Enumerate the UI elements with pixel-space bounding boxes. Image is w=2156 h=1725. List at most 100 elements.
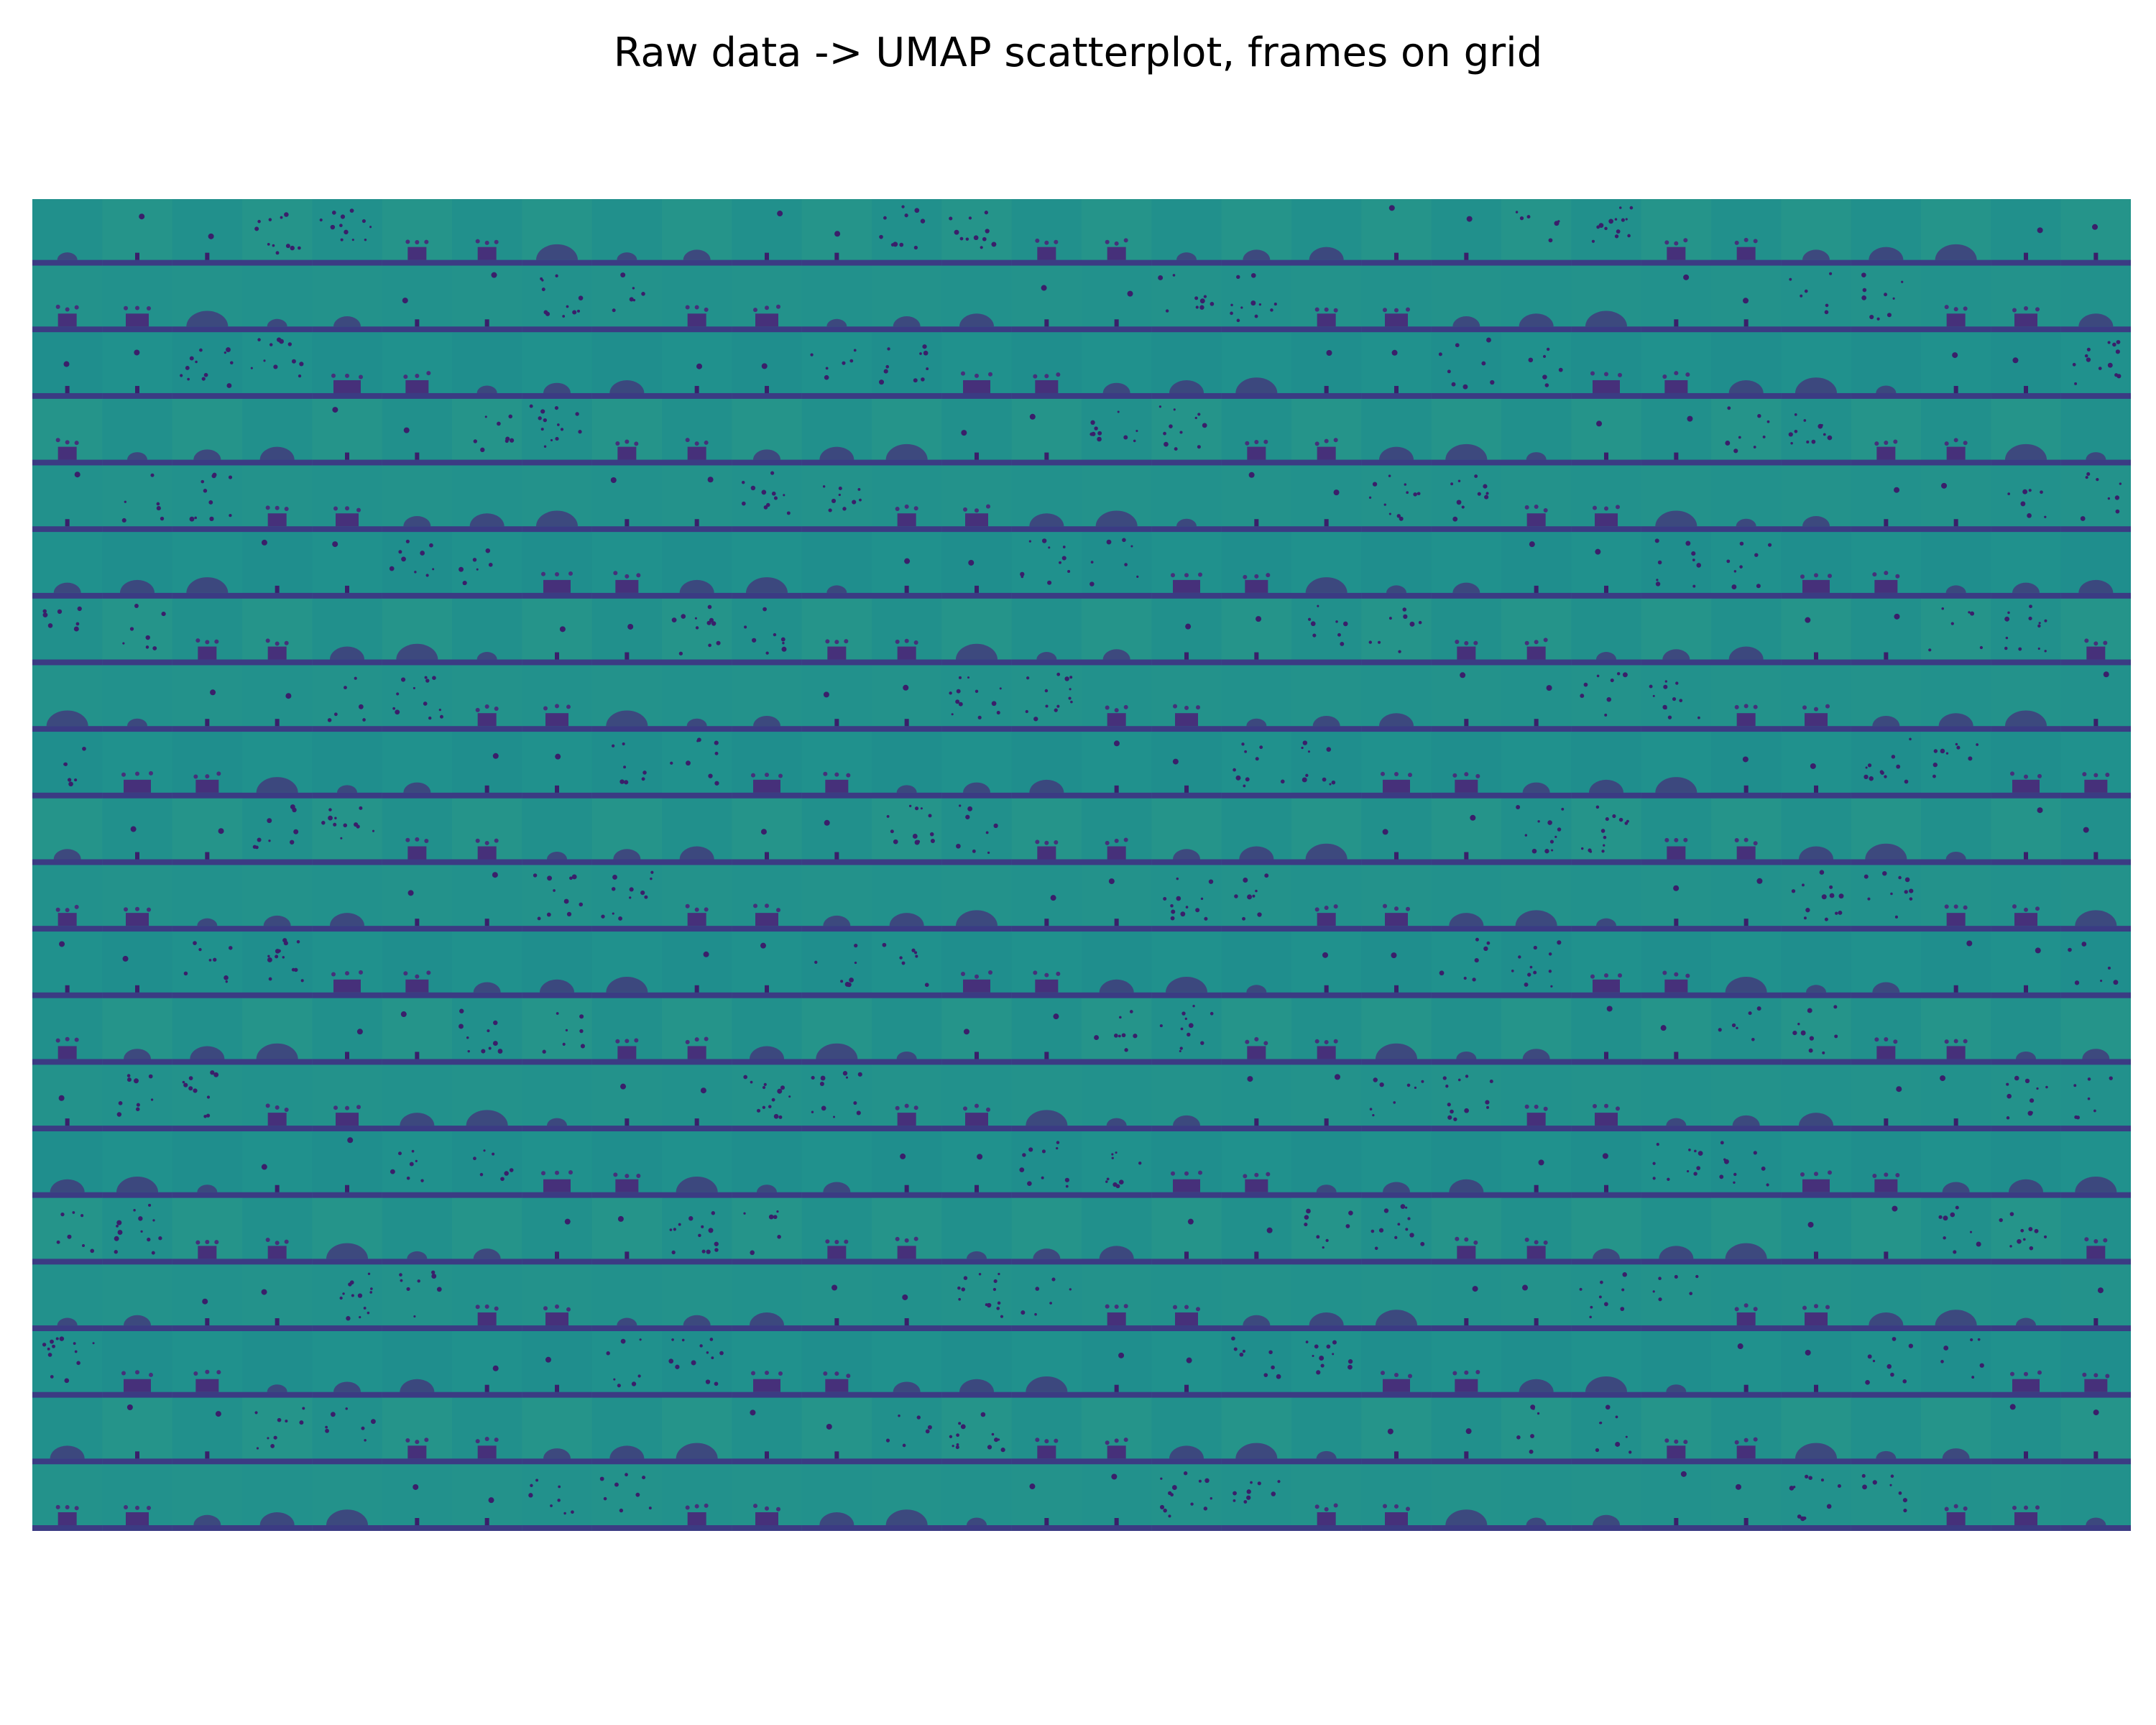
- frame-thumbnail: [102, 1064, 173, 1132]
- frame-thumbnail: [312, 865, 383, 932]
- frame-thumbnail: [1221, 1464, 1292, 1531]
- frame-thumbnail: [1571, 598, 1642, 666]
- frame-thumbnail: [1221, 1131, 1292, 1199]
- frame-thumbnail: [102, 1331, 173, 1399]
- frame-thumbnail: [1221, 732, 1292, 799]
- frame-thumbnail: [1711, 1131, 1782, 1199]
- frame-thumbnail: [172, 932, 243, 999]
- frame-thumbnail: [1781, 332, 1852, 400]
- frame-thumbnail: [1851, 1064, 1922, 1132]
- frame-thumbnail: [801, 465, 872, 533]
- frame-thumbnail: [662, 398, 732, 466]
- frame-thumbnail: [1501, 865, 1572, 932]
- frame-thumbnail: [662, 665, 732, 732]
- frame-thumbnail: [1921, 332, 1991, 400]
- frame-thumbnail: [801, 532, 872, 599]
- frame-thumbnail: [1291, 998, 1362, 1065]
- frame-thumbnail: [312, 732, 383, 799]
- frame-thumbnail: [32, 1464, 103, 1531]
- frame-thumbnail: [1571, 332, 1642, 400]
- frame-thumbnail: [452, 798, 522, 865]
- frame-thumbnail: [102, 1464, 173, 1531]
- frame-thumbnail: [872, 398, 942, 466]
- frame-thumbnail: [1361, 199, 1432, 267]
- frame-thumbnail: [242, 1331, 313, 1399]
- frame-thumbnail: [591, 199, 663, 267]
- frame-thumbnail: [1781, 265, 1852, 333]
- frame-thumbnail: [242, 598, 313, 666]
- frame-thumbnail: [1291, 798, 1362, 865]
- frame-thumbnail: [32, 865, 103, 932]
- frame-thumbnail: [941, 1331, 1013, 1399]
- frame-thumbnail: [732, 199, 803, 267]
- frame-thumbnail: [1221, 1331, 1292, 1399]
- frame-thumbnail: [242, 199, 313, 267]
- frame-thumbnail: [1361, 398, 1432, 466]
- frame-thumbnail: [1571, 265, 1642, 333]
- frame-thumbnail: [382, 1197, 453, 1265]
- frame-thumbnail: [1291, 1331, 1362, 1399]
- frame-thumbnail: [1291, 1197, 1362, 1265]
- frame-thumbnail: [1151, 798, 1222, 865]
- frame-thumbnail: [1991, 1064, 2062, 1132]
- frame-thumbnail: [382, 665, 453, 732]
- frame-thumbnail: [1991, 732, 2062, 799]
- frame-thumbnail: [1431, 1264, 1502, 1332]
- frame-thumbnail: [1082, 1264, 1152, 1332]
- frame-thumbnail: [1711, 1397, 1782, 1465]
- frame-thumbnail: [1571, 1464, 1642, 1531]
- frame-thumbnail: [872, 798, 942, 865]
- frame-thumbnail: [1151, 465, 1222, 533]
- frame-thumbnail: [382, 932, 453, 999]
- frame-thumbnail: [312, 998, 383, 1065]
- frame-thumbnail: [1011, 932, 1082, 999]
- frame-thumbnail: [382, 798, 453, 865]
- frame-thumbnail: [172, 1197, 243, 1265]
- frame-thumbnail: [1641, 865, 1712, 932]
- frame-thumbnail: [1851, 332, 1922, 400]
- frame-thumbnail: [1641, 1397, 1712, 1465]
- frame-thumbnail: [2060, 1131, 2131, 1199]
- frame-thumbnail: [1501, 1464, 1572, 1531]
- frame-thumbnail: [1641, 665, 1712, 732]
- frame-thumbnail: [1641, 998, 1712, 1065]
- frame-thumbnail: [1151, 1464, 1222, 1531]
- frame-thumbnail: [1851, 1197, 1922, 1265]
- frame-thumbnail: [1921, 798, 1991, 865]
- frame-thumbnail: [102, 865, 173, 932]
- frame-thumbnail: [1011, 1197, 1082, 1265]
- frame-thumbnail: [452, 398, 522, 466]
- frame-thumbnail: [1291, 465, 1362, 533]
- frame-thumbnail: [662, 1331, 732, 1399]
- frame-thumbnail: [1851, 465, 1922, 533]
- frame-thumbnail: [801, 1464, 872, 1531]
- frame-thumbnail: [1851, 199, 1922, 267]
- frame-thumbnail: [872, 598, 942, 666]
- frame-thumbnail: [1851, 265, 1922, 333]
- frame-thumbnail: [242, 932, 313, 999]
- frame-thumbnail: [1991, 1264, 2062, 1332]
- frame-thumbnail: [801, 332, 872, 400]
- frame-thumbnail: [1082, 265, 1152, 333]
- frame-thumbnail: [1711, 998, 1782, 1065]
- frame-thumbnail: [732, 1131, 803, 1199]
- frame-thumbnail: [591, 1397, 663, 1465]
- frame-thumbnail: [1641, 265, 1712, 333]
- frame-thumbnail: [732, 932, 803, 999]
- frame-thumbnail: [1851, 1464, 1922, 1531]
- frame-thumbnail: [591, 998, 663, 1065]
- frame-thumbnail: [242, 1464, 313, 1531]
- frame-thumbnail: [1151, 398, 1222, 466]
- frame-thumbnail: [172, 465, 243, 533]
- frame-thumbnail: [941, 465, 1013, 533]
- frame-thumbnail: [732, 265, 803, 333]
- frame-thumbnail: [1781, 865, 1852, 932]
- frame-thumbnail: [662, 1131, 732, 1199]
- frame-thumbnail: [1291, 598, 1362, 666]
- frame-thumbnail: [872, 732, 942, 799]
- frame-thumbnail: [242, 465, 313, 533]
- frame-grid-svg: [32, 199, 2131, 1531]
- frame-thumbnail: [662, 265, 732, 333]
- frame-thumbnail: [1711, 932, 1782, 999]
- frame-thumbnail: [801, 1131, 872, 1199]
